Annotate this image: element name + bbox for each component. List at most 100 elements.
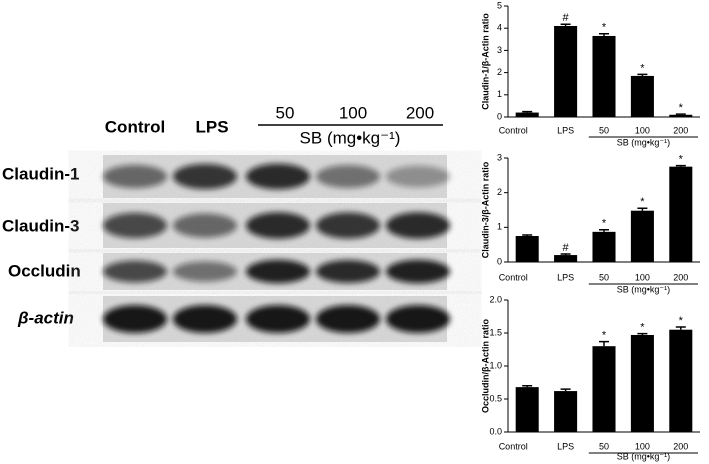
blot-band	[173, 213, 237, 238]
western-blot: Control LPS 50 100 200 SB (mg•kg⁻¹) Clau…	[2, 103, 450, 342]
y-tick-label: 4	[497, 23, 502, 33]
y-tick-label: 1.5	[489, 327, 502, 337]
error-bar	[522, 110, 533, 113]
blot-band	[173, 261, 237, 282]
lane-label: 200	[406, 103, 434, 122]
error-bar	[599, 33, 609, 36]
error-bar	[675, 164, 686, 167]
blot-band	[173, 305, 237, 333]
y-axis-label: Claudin-3/β-Actin ratio	[480, 161, 490, 258]
lane-label: Control	[105, 117, 165, 136]
y-tick-label: 2	[497, 67, 502, 77]
y-axis-label: Occludin/β-Actin ratio	[480, 318, 490, 413]
annotation: *	[679, 315, 684, 327]
blot-band	[246, 163, 310, 190]
bar	[554, 391, 578, 432]
bar	[669, 114, 693, 117]
error-bar	[675, 326, 686, 330]
blot-band	[246, 259, 310, 284]
y-tick-label: 3	[497, 152, 502, 162]
error-bar	[599, 229, 609, 232]
x-tick-label: Control	[499, 441, 528, 451]
blot-band	[103, 260, 167, 283]
blot-band	[246, 212, 310, 239]
bar	[630, 75, 654, 117]
blot-band	[386, 212, 450, 239]
y-tick-label: 2	[497, 187, 502, 197]
x-tick-label: LPS	[557, 272, 574, 282]
bar	[592, 346, 616, 432]
bar	[630, 334, 654, 432]
bar	[554, 25, 578, 118]
bar	[669, 166, 693, 262]
y-tick-label: 2.0	[489, 294, 502, 304]
y-tick-label: 1.0	[489, 360, 502, 370]
annotation: *	[602, 22, 607, 34]
y-axis-label: Claudin-1/β-Actin ratio	[480, 13, 490, 110]
y-tick-label: 0.0	[489, 426, 502, 436]
y-tick-label: 0	[497, 256, 502, 266]
y-tick-label: 1	[497, 222, 502, 232]
annotation: *	[602, 218, 607, 230]
error-bar	[560, 388, 571, 392]
error-bar	[675, 113, 686, 115]
x-tick-label: Control	[499, 125, 528, 135]
error-bar	[637, 207, 648, 211]
lane-label: 50	[276, 103, 295, 122]
bar	[669, 329, 693, 432]
annotation: *	[679, 102, 684, 114]
y-tick-label: 1	[497, 89, 502, 99]
annotation: #	[563, 12, 570, 24]
annotation: *	[679, 154, 684, 166]
row-label: β-actin	[17, 308, 74, 327]
blot-band	[246, 305, 310, 333]
x-tick-label: 50	[599, 272, 609, 282]
bar	[630, 210, 654, 262]
x-tick-label: 100	[635, 125, 650, 135]
bar	[554, 255, 578, 262]
blot-band	[103, 212, 167, 239]
bar	[515, 112, 539, 117]
error-bar	[560, 253, 571, 256]
bar	[515, 387, 539, 432]
blot-band	[316, 305, 380, 333]
group-label: SB (mg•kg⁻¹)	[617, 284, 670, 294]
group-label: SB (mg•kg⁻¹)	[300, 128, 401, 147]
bar	[592, 35, 616, 117]
error-bar	[637, 332, 648, 335]
blot-band	[103, 164, 167, 189]
y-tick-label: 0	[497, 111, 502, 121]
error-bar	[637, 73, 648, 76]
bar	[515, 236, 539, 262]
x-tick-label: LPS	[557, 125, 574, 135]
error-bar	[560, 23, 571, 26]
lane-label: 100	[339, 103, 367, 122]
group-label: SB (mg•kg⁻¹)	[617, 451, 670, 461]
x-tick-label: Control	[499, 272, 528, 282]
row-label: Claudin-3	[2, 216, 79, 235]
lane-label: LPS	[195, 117, 228, 136]
bar	[592, 231, 616, 262]
row-label: Occludin	[8, 261, 81, 280]
error-bar	[522, 234, 533, 236]
blot-band	[386, 305, 450, 333]
blot-band	[316, 165, 380, 188]
y-tick-label: 5	[497, 0, 502, 10]
group-label: SB (mg•kg⁻¹)	[617, 137, 670, 147]
blot-band	[386, 259, 450, 284]
blot-band	[316, 259, 380, 284]
x-tick-label: 100	[635, 272, 650, 282]
row-label: Claudin-1	[2, 164, 79, 183]
x-tick-label: 50	[599, 441, 609, 451]
x-tick-label: 200	[673, 441, 688, 451]
y-tick-label: 3	[497, 45, 502, 55]
error-bar	[522, 385, 533, 388]
blot-band	[316, 212, 380, 239]
error-bar	[599, 340, 609, 347]
blot-band	[173, 163, 237, 190]
x-tick-label: 200	[673, 272, 688, 282]
blot-band	[386, 165, 450, 188]
annotation: *	[640, 196, 645, 208]
annotation: *	[640, 62, 645, 74]
